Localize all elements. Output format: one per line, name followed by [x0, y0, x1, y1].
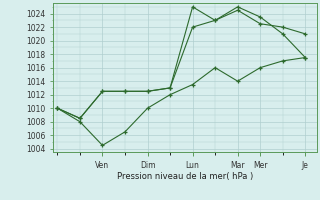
X-axis label: Pression niveau de la mer( hPa ): Pression niveau de la mer( hPa ): [116, 172, 253, 181]
